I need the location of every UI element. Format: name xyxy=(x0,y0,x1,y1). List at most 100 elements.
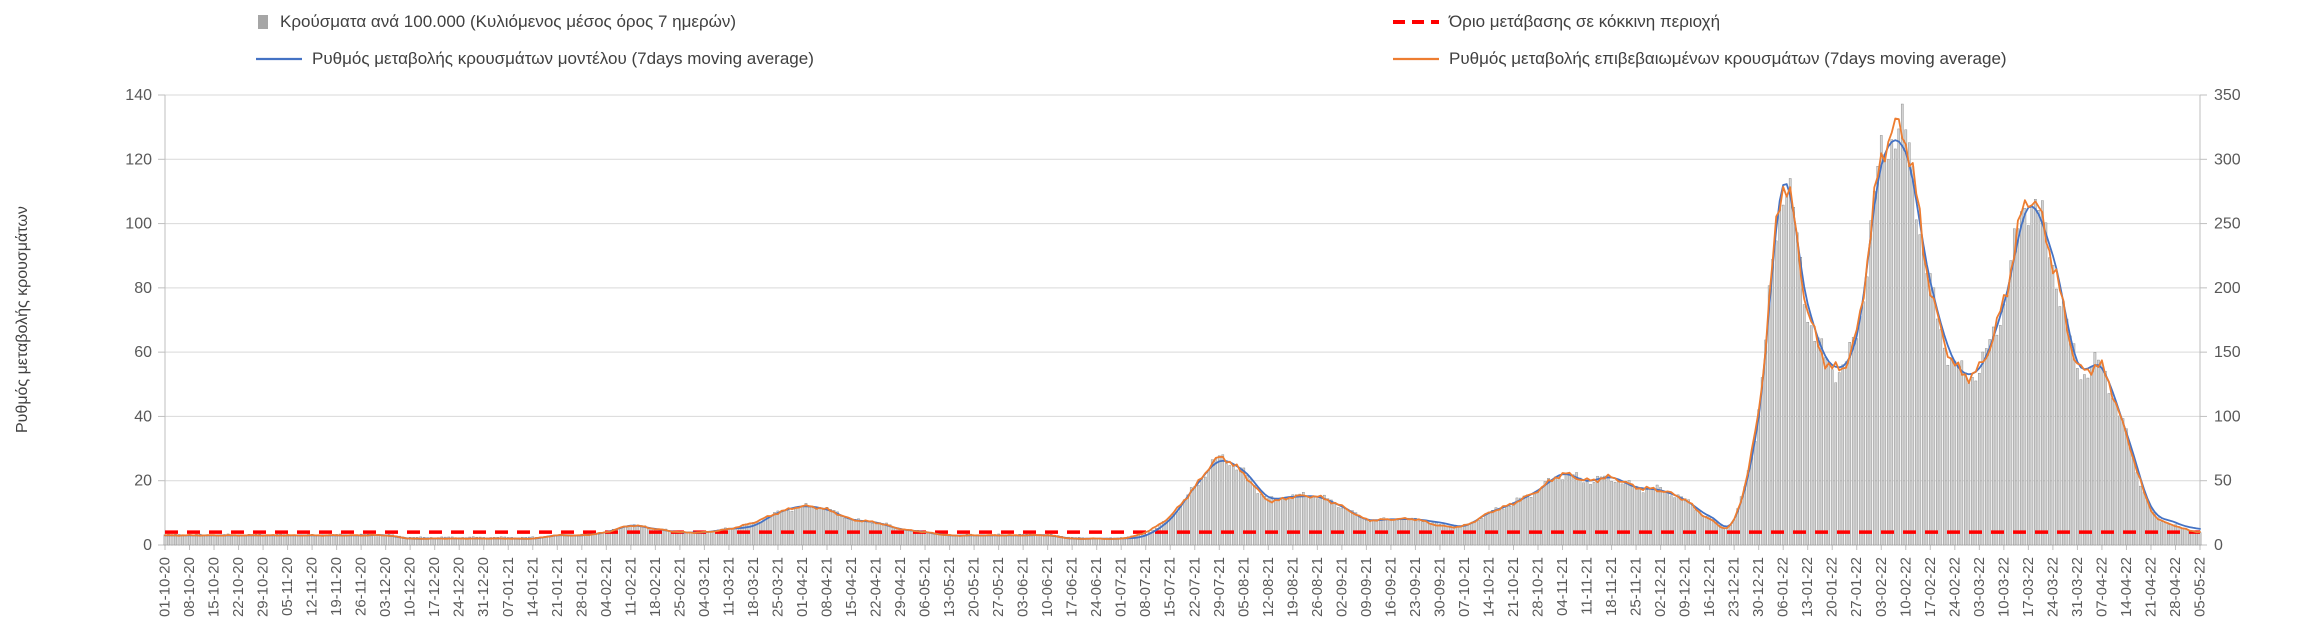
svg-text:13-05-21: 13-05-21 xyxy=(941,557,958,617)
svg-text:12-08-21: 12-08-21 xyxy=(1260,557,1277,617)
svg-text:21-10-21: 21-10-21 xyxy=(1505,557,1522,617)
svg-text:27-05-21: 27-05-21 xyxy=(990,557,1007,617)
svg-text:06-01-22: 06-01-22 xyxy=(1775,557,1792,617)
svg-text:02-12-21: 02-12-21 xyxy=(1652,557,1669,617)
legend-label-cases-per-100k: Κρούσματα ανά 100.000 (Κυλιόμενος μέσος … xyxy=(280,12,737,31)
svg-text:100: 100 xyxy=(125,216,152,233)
svg-text:29-04-21: 29-04-21 xyxy=(892,557,909,617)
svg-text:22-10-20: 22-10-20 xyxy=(230,557,247,617)
svg-text:16-12-21: 16-12-21 xyxy=(1701,557,1718,617)
svg-text:10-12-20: 10-12-20 xyxy=(402,557,419,617)
svg-text:04-11-21: 04-11-21 xyxy=(1554,557,1571,616)
svg-text:250: 250 xyxy=(2214,216,2241,233)
svg-text:26-11-20: 26-11-20 xyxy=(353,557,370,616)
dashed-line-swatch-icon xyxy=(1393,20,1439,24)
svg-text:15-10-20: 15-10-20 xyxy=(206,557,223,617)
legend-label-model-rate: Ρυθμός μεταβολής κρουσμάτων μοντέλου (7d… xyxy=(312,49,814,68)
svg-text:60: 60 xyxy=(134,344,152,361)
svg-text:01-10-20: 01-10-20 xyxy=(157,557,174,617)
svg-text:100: 100 xyxy=(2214,408,2241,425)
svg-text:31-12-20: 31-12-20 xyxy=(475,557,492,617)
svg-text:19-11-20: 19-11-20 xyxy=(328,557,345,616)
svg-text:28-01-21: 28-01-21 xyxy=(573,557,590,617)
svg-text:22-07-21: 22-07-21 xyxy=(1186,557,1203,617)
svg-text:10-02-22: 10-02-22 xyxy=(1897,557,1914,617)
svg-text:22-04-21: 22-04-21 xyxy=(868,557,885,617)
svg-text:20-01-22: 20-01-22 xyxy=(1824,557,1841,617)
svg-text:12-11-20: 12-11-20 xyxy=(304,557,321,616)
svg-text:31-03-22: 31-03-22 xyxy=(2069,557,2086,617)
svg-text:28-04-22: 28-04-22 xyxy=(2167,557,2184,617)
svg-text:03-03-22: 03-03-22 xyxy=(1971,557,1988,617)
svg-text:14-01-21: 14-01-21 xyxy=(524,557,541,617)
legend-item-model-rate: Ρυθμός μεταβολής κρουσμάτων μοντέλου (7d… xyxy=(255,49,814,69)
svg-text:150: 150 xyxy=(2214,344,2241,361)
svg-text:07-04-22: 07-04-22 xyxy=(2093,557,2110,617)
svg-text:03-02-22: 03-02-22 xyxy=(1873,557,1890,617)
svg-text:14-04-22: 14-04-22 xyxy=(2118,557,2135,617)
svg-text:80: 80 xyxy=(134,280,152,297)
legend-item-confirmed-rate: Ρυθμός μεταβολής επιβεβαιωμένων κρουσμάτ… xyxy=(1392,49,2007,69)
legend-item-cases-per-100k: Κρούσματα ανά 100.000 (Κυλιόμενος μέσος … xyxy=(255,12,736,32)
svg-text:10-03-22: 10-03-22 xyxy=(1995,557,2012,617)
svg-text:24-12-20: 24-12-20 xyxy=(451,557,468,617)
svg-text:07-10-21: 07-10-21 xyxy=(1456,557,1473,617)
svg-text:11-11-21: 11-11-21 xyxy=(1579,557,1596,615)
svg-text:18-11-21: 18-11-21 xyxy=(1603,557,1620,616)
svg-text:350: 350 xyxy=(2214,87,2241,104)
svg-text:300: 300 xyxy=(2214,151,2241,168)
svg-text:18-03-21: 18-03-21 xyxy=(745,557,762,617)
svg-text:01-07-21: 01-07-21 xyxy=(1113,557,1130,617)
svg-text:09-12-21: 09-12-21 xyxy=(1677,557,1694,617)
svg-text:02-09-21: 02-09-21 xyxy=(1333,557,1350,617)
svg-text:04-03-21: 04-03-21 xyxy=(696,557,713,617)
svg-text:29-07-21: 29-07-21 xyxy=(1211,557,1228,617)
svg-text:14-10-21: 14-10-21 xyxy=(1480,557,1497,617)
svg-text:05-11-20: 05-11-20 xyxy=(279,557,296,616)
bar-series-swatch-icon xyxy=(258,15,268,29)
svg-text:24-03-22: 24-03-22 xyxy=(2044,557,2061,617)
svg-text:29-10-20: 29-10-20 xyxy=(255,557,272,617)
svg-text:15-04-21: 15-04-21 xyxy=(843,557,860,617)
svg-text:03-12-20: 03-12-20 xyxy=(377,557,394,617)
svg-text:30-12-21: 30-12-21 xyxy=(1750,557,1767,617)
svg-text:23-09-21: 23-09-21 xyxy=(1407,557,1424,617)
svg-text:08-04-21: 08-04-21 xyxy=(818,557,835,617)
svg-text:18-02-21: 18-02-21 xyxy=(647,557,664,617)
svg-text:23-12-21: 23-12-21 xyxy=(1726,557,1743,617)
svg-text:05-08-21: 05-08-21 xyxy=(1235,557,1252,617)
legend-item-red-zone-threshold: Όριο μετάβασης σε κόκκινη περιοχή xyxy=(1392,12,1720,32)
svg-text:13-01-22: 13-01-22 xyxy=(1799,557,1816,617)
svg-text:11-03-21: 11-03-21 xyxy=(720,557,737,616)
svg-text:04-02-21: 04-02-21 xyxy=(598,557,615,617)
svg-text:24-06-21: 24-06-21 xyxy=(1088,557,1105,617)
legend-label-red-zone-threshold: Όριο μετάβασης σε κόκκινη περιοχή xyxy=(1449,12,1721,31)
svg-text:25-02-21: 25-02-21 xyxy=(671,557,688,617)
svg-text:140: 140 xyxy=(125,87,152,104)
svg-text:120: 120 xyxy=(125,151,152,168)
svg-text:20: 20 xyxy=(134,473,152,490)
svg-text:19-08-21: 19-08-21 xyxy=(1284,557,1301,617)
svg-text:16-09-21: 16-09-21 xyxy=(1382,557,1399,617)
svg-text:0: 0 xyxy=(2214,537,2223,554)
svg-text:200: 200 xyxy=(2214,280,2241,297)
y-axis-title: Ρυθμός μεταβολής κρουσμάτων xyxy=(14,206,31,434)
svg-text:08-10-20: 08-10-20 xyxy=(181,557,198,617)
svg-text:25-03-21: 25-03-21 xyxy=(769,557,786,617)
svg-text:26-08-21: 26-08-21 xyxy=(1309,557,1326,617)
svg-text:20-05-21: 20-05-21 xyxy=(966,557,983,617)
legend-label-confirmed-rate: Ρυθμός μεταβολής επιβεβαιωμένων κρουσμάτ… xyxy=(1449,49,2007,68)
svg-text:0: 0 xyxy=(143,537,152,554)
svg-text:03-06-21: 03-06-21 xyxy=(1015,557,1032,617)
svg-text:17-02-22: 17-02-22 xyxy=(1922,557,1939,617)
svg-text:01-04-21: 01-04-21 xyxy=(794,557,811,617)
svg-text:15-07-21: 15-07-21 xyxy=(1162,557,1179,617)
svg-text:24-02-22: 24-02-22 xyxy=(1946,557,1963,617)
svg-text:05-05-22: 05-05-22 xyxy=(2192,557,2209,617)
svg-text:17-12-20: 17-12-20 xyxy=(426,557,443,617)
svg-text:21-04-22: 21-04-22 xyxy=(2142,557,2159,617)
svg-text:17-06-21: 17-06-21 xyxy=(1064,557,1081,617)
orange-line-swatch-icon xyxy=(1393,57,1439,61)
